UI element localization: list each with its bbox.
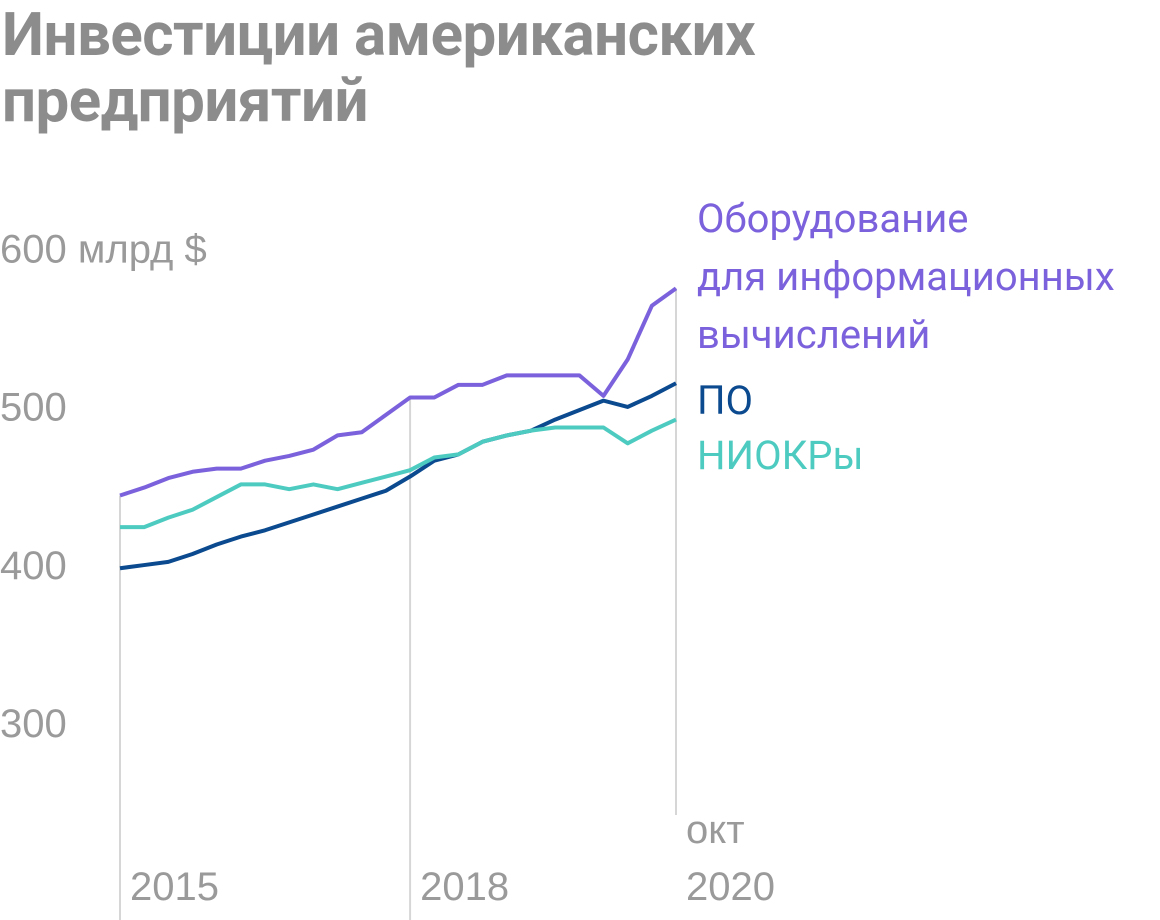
y-tick-label: 600 млрд $ [0,228,207,272]
series-line [119,286,678,498]
series-label: ПО [697,377,754,424]
series-line [119,381,677,571]
y-tick-label: 500 [0,386,67,430]
series-label: Оборудование для информационных вычислен… [697,195,1115,358]
x-tick-label: 2015 [130,865,219,909]
series-line [120,417,677,530]
x-tick-label: 2020 [686,865,775,909]
chart-title: Инвестиции американских предприятий [2,0,756,136]
y-tick-label: 300 [0,702,67,746]
series-label: НИОКРы [697,432,864,479]
x-annotation: окт [686,808,745,852]
y-tick-label: 400 [0,544,67,588]
x-tick-label: 2018 [420,865,509,909]
